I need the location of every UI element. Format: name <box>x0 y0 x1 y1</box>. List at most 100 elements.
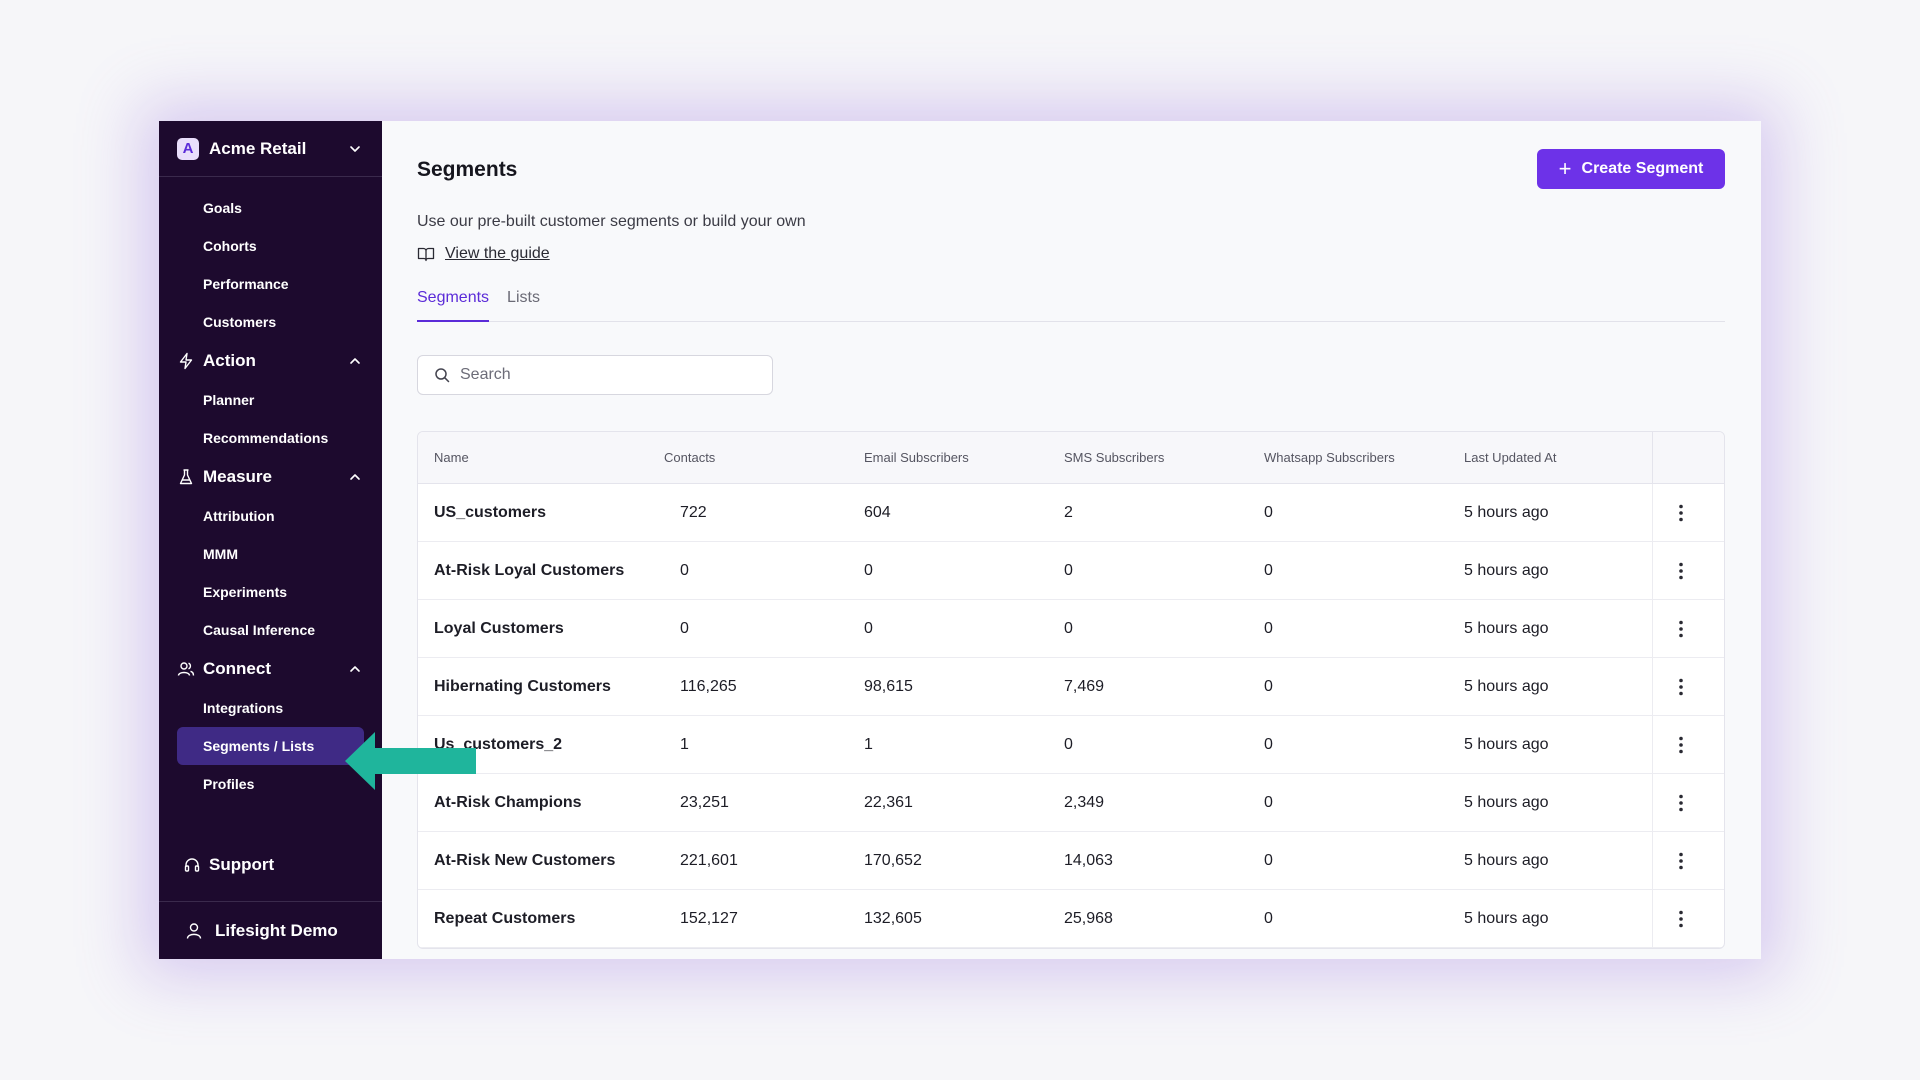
more-vertical-icon[interactable] <box>1678 504 1683 522</box>
cell-name: At-Risk Champions <box>434 793 582 811</box>
cell-contacts: 23,251 <box>680 793 729 811</box>
search-input[interactable] <box>460 366 750 384</box>
sidebar-item-experiments[interactable]: Experiments <box>203 584 288 600</box>
table-row[interactable]: Repeat Customers 152,127 132,605 25,968 0 5 h… <box>418 890 1724 948</box>
cell-sms-subscribers: 14,063 <box>1064 851 1113 869</box>
sidebar-item-profiles[interactable]: Profiles <box>203 776 255 792</box>
page-subtitle: Use our pre-built customer segments or b… <box>417 213 806 230</box>
sidebar-item-goals[interactable]: Goals <box>203 200 242 216</box>
user-menu[interactable]: Lifesight Demo <box>159 901 382 959</box>
chevron-up-icon <box>350 474 360 480</box>
search-icon <box>435 368 450 383</box>
cell-name: At-Risk Loyal Customers <box>434 561 625 579</box>
column-header-last-updated[interactable]: Last Updated At <box>1464 450 1557 465</box>
cell-contacts: 1 <box>680 735 689 753</box>
sidebar-item-integrations[interactable]: Integrations <box>203 700 284 716</box>
cell-contacts: 0 <box>680 561 689 579</box>
table-header: Name Contacts Email Subscribers SMS Subs… <box>418 432 1724 484</box>
cell-contacts: 221,601 <box>680 851 738 869</box>
plus-icon: + <box>1558 156 1572 181</box>
view-guide-link[interactable]: View the guide <box>417 245 550 263</box>
sidebar-item-attribution[interactable]: Attribution <box>203 508 275 524</box>
sidebar-item-recommendations[interactable]: Recommendations <box>203 430 329 446</box>
chevron-down-icon <box>350 145 360 152</box>
cell-whatsapp-subscribers: 0 <box>1264 909 1273 927</box>
book-open-icon <box>417 247 435 262</box>
sidebar-item-causal-inference[interactable]: Causal Inference <box>203 622 316 638</box>
row-actions-cell <box>1652 600 1708 657</box>
sidebar-group-measure[interactable]: Measure <box>159 457 382 497</box>
cell-email-subscribers: 132,605 <box>864 909 922 927</box>
sidebar-item-mmm[interactable]: MMM <box>203 546 238 562</box>
more-vertical-icon[interactable] <box>1678 736 1683 754</box>
more-vertical-icon[interactable] <box>1678 678 1683 696</box>
more-vertical-icon[interactable] <box>1678 910 1683 928</box>
table-row[interactable]: Loyal Customers 0 0 0 0 5 hours ago <box>418 600 1724 658</box>
cell-email-subscribers: 604 <box>864 503 891 521</box>
column-header-name[interactable]: Name <box>434 450 469 465</box>
row-actions-cell <box>1652 658 1708 715</box>
cell-email-subscribers: 170,652 <box>864 851 922 869</box>
cell-contacts: 0 <box>680 619 689 637</box>
sidebar-item-customers[interactable]: Customers <box>203 314 277 330</box>
more-vertical-icon[interactable] <box>1678 852 1683 870</box>
sidebar-nav: Goals Cohorts Performance Customers Acti… <box>159 177 382 803</box>
table-row[interactable]: Us_customers_2 1 1 0 0 5 hours ago <box>418 716 1724 774</box>
tab-lists[interactable]: Lists <box>507 289 540 306</box>
create-segment-button[interactable]: + Create Segment <box>1537 149 1725 189</box>
sidebar-item-segments-lists[interactable]: Segments / Lists <box>177 727 364 765</box>
cell-name: Hibernating Customers <box>434 677 611 695</box>
sidebar-group-label: Action <box>203 351 256 370</box>
create-segment-label: Create Segment <box>1581 160 1704 177</box>
user-icon <box>186 922 202 939</box>
column-header-sms-subscribers[interactable]: SMS Subscribers <box>1064 450 1165 465</box>
cell-email-subscribers: 1 <box>864 735 873 753</box>
cell-name: US_customers <box>434 503 547 521</box>
table-row[interactable]: US_customers 722 604 2 0 5 hours ago <box>418 484 1724 542</box>
column-header-contacts[interactable]: Contacts <box>664 450 716 465</box>
column-header-email-subscribers[interactable]: Email Subscribers <box>864 450 969 465</box>
sidebar-group-action[interactable]: Action <box>159 341 382 381</box>
sidebar: A Acme Retail Goals Cohorts Performance … <box>159 121 382 959</box>
table-row[interactable]: At-Risk Loyal Customers 0 0 0 0 5 hours ago <box>418 542 1724 600</box>
cell-contacts: 722 <box>680 503 707 521</box>
cell-whatsapp-subscribers: 0 <box>1264 503 1273 521</box>
table-row[interactable]: At-Risk Champions 23,251 22,361 2,349 0 5 hou… <box>418 774 1724 832</box>
sidebar-item-cohorts[interactable]: Cohorts <box>203 238 257 254</box>
column-header-actions <box>1652 432 1708 483</box>
sidebar-item-performance[interactable]: Performance <box>203 276 289 292</box>
headset-icon <box>184 858 200 872</box>
bolt-icon <box>179 352 193 370</box>
main-content: Segments + Create Segment Use our pre-bu… <box>382 121 1761 959</box>
cell-sms-subscribers: 25,968 <box>1064 909 1113 927</box>
cell-whatsapp-subscribers: 0 <box>1264 677 1273 695</box>
cell-last-updated: 5 hours ago <box>1464 619 1549 637</box>
cell-sms-subscribers: 0 <box>1064 619 1073 637</box>
cell-last-updated: 5 hours ago <box>1464 909 1549 927</box>
flask-icon <box>179 469 193 485</box>
sidebar-item-planner[interactable]: Planner <box>203 392 255 408</box>
row-actions-cell <box>1652 890 1708 947</box>
support-link[interactable]: Support <box>159 849 382 881</box>
callout-arrow-icon <box>345 732 476 790</box>
tab-segments[interactable]: Segments <box>417 289 490 322</box>
search-box[interactable] <box>417 355 773 395</box>
table-row[interactable]: At-Risk New Customers 221,601 170,652 14,06… <box>418 832 1724 890</box>
workspace-switcher[interactable]: A Acme Retail <box>159 121 382 177</box>
table-row[interactable]: Hibernating Customers 116,265 98,615 7,469 0… <box>418 658 1724 716</box>
more-vertical-icon[interactable] <box>1678 562 1683 580</box>
cell-contacts: 152,127 <box>680 909 738 927</box>
chevron-up-icon <box>350 358 360 364</box>
cell-last-updated: 5 hours ago <box>1464 735 1549 753</box>
more-vertical-icon[interactable] <box>1678 794 1683 812</box>
workspace-name: Acme Retail <box>209 138 307 158</box>
sidebar-group-connect[interactable]: Connect <box>159 649 382 689</box>
column-header-whatsapp-subscribers[interactable]: Whatsapp Subscribers <box>1264 450 1395 465</box>
cell-email-subscribers: 0 <box>864 619 873 637</box>
cell-whatsapp-subscribers: 0 <box>1264 851 1273 869</box>
view-guide-label: View the guide <box>445 245 550 262</box>
cell-email-subscribers: 22,361 <box>864 793 913 811</box>
more-vertical-icon[interactable] <box>1678 620 1683 638</box>
app-window: A Acme Retail Goals Cohorts Performance … <box>159 121 1761 959</box>
sidebar-group-label: Connect <box>203 659 271 678</box>
